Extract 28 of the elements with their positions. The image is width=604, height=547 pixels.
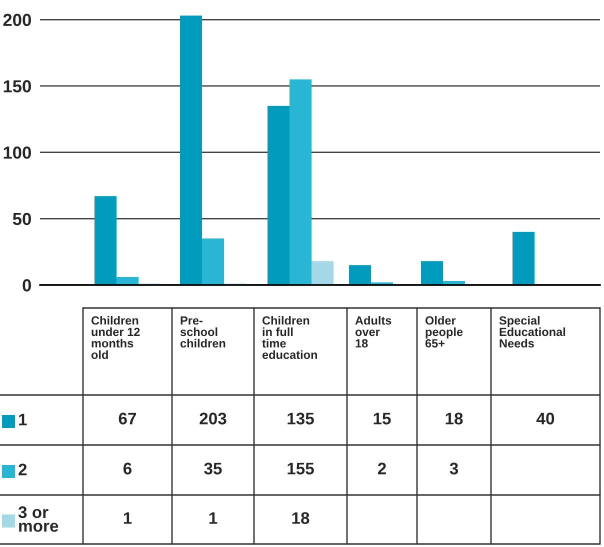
x-tick-label: Special Educational Needs — [499, 316, 566, 348]
y-tick-label: 0 — [22, 279, 31, 292]
data-label: 1 — [124, 512, 132, 524]
y-tick-label: 50 — [12, 212, 31, 226]
x-tick-label: Pre- school children — [180, 316, 226, 348]
data-label: 135 — [288, 412, 314, 424]
data-label: 35 — [204, 462, 222, 474]
data-label: 40 — [536, 412, 554, 424]
legend-label: 1 — [19, 414, 27, 426]
x-tick-label: Adults over 18 — [355, 316, 392, 348]
data-label: 18 — [446, 412, 463, 424]
data-label: 67 — [118, 412, 136, 424]
y-tick-label: 200 — [3, 14, 31, 26]
data-label: 18 — [292, 512, 310, 524]
legend-label: 3 or more — [18, 506, 58, 532]
data-label: 2 — [378, 462, 386, 474]
legend-label: 2 — [18, 464, 27, 476]
x-tick-label: Older people 65+ — [425, 316, 463, 348]
data-label: 1 — [209, 512, 218, 524]
x-tick-label: Children under 12 months old — [91, 316, 140, 359]
x-tick-label: Children in full time education — [262, 316, 318, 359]
data-label: 15 — [374, 412, 391, 424]
y-tick-label: 100 — [4, 146, 31, 159]
y-tick-label: 150 — [4, 80, 31, 92]
data-label: 3 — [450, 462, 458, 474]
data-label: 6 — [123, 462, 132, 474]
data-label: 203 — [200, 412, 226, 424]
data-label: 155 — [288, 462, 314, 474]
